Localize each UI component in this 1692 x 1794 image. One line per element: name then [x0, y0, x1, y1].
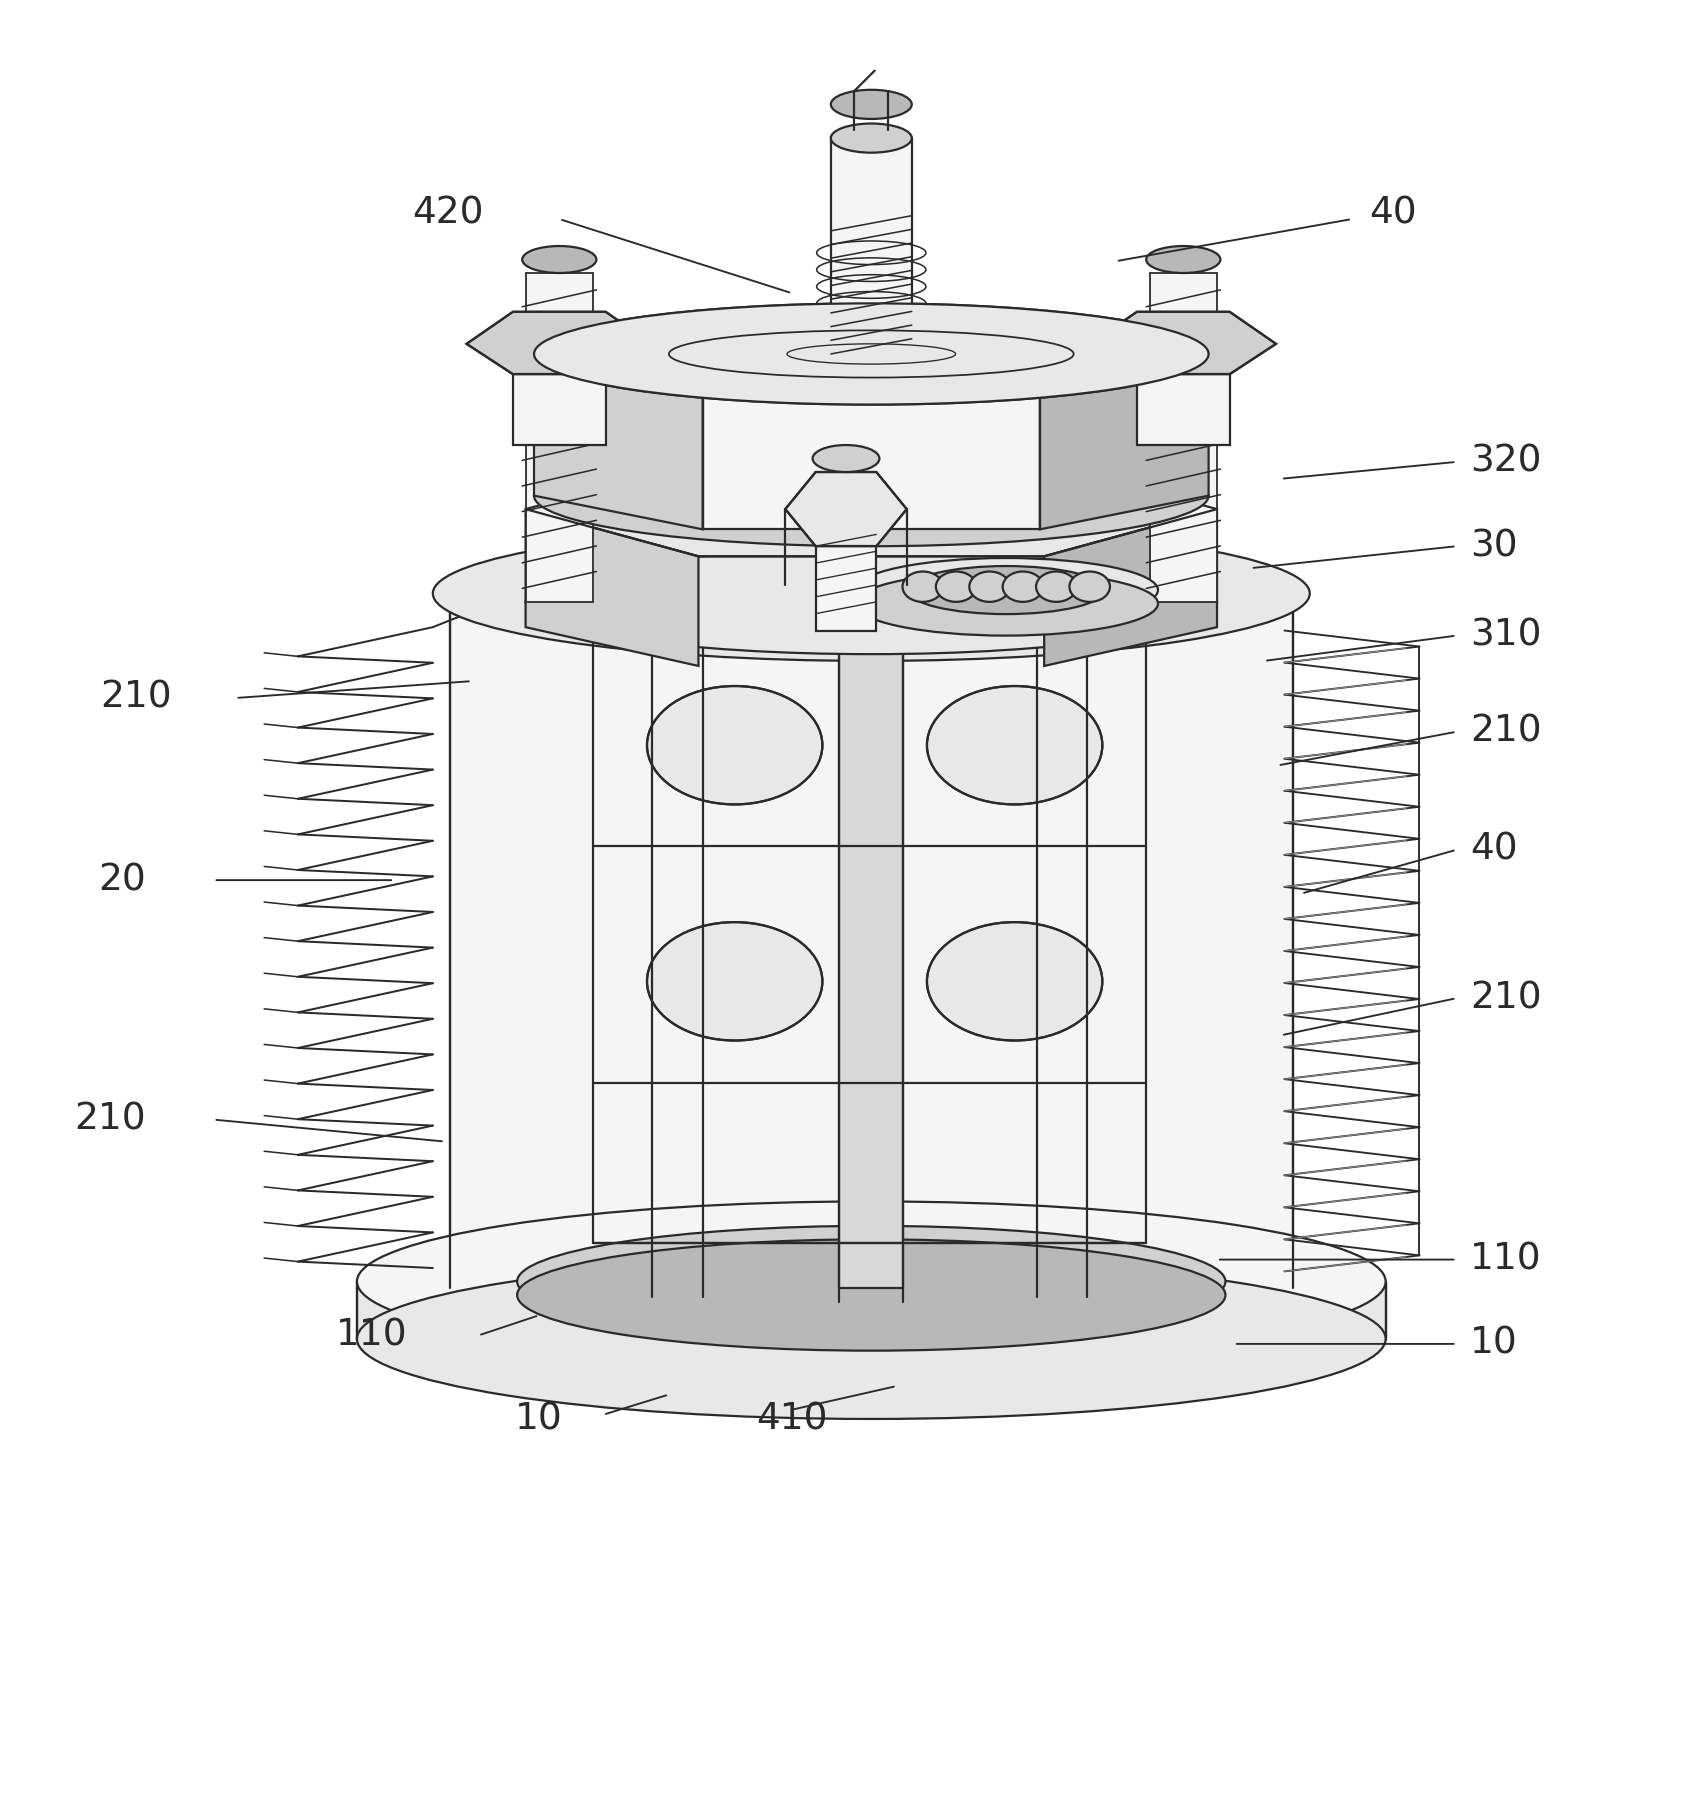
Ellipse shape	[535, 303, 1208, 405]
Text: 420: 420	[411, 196, 484, 231]
Text: 210: 210	[1470, 980, 1541, 1015]
Ellipse shape	[1037, 533, 1088, 553]
Polygon shape	[450, 594, 1293, 1288]
Ellipse shape	[523, 246, 596, 273]
Polygon shape	[526, 509, 699, 666]
Ellipse shape	[799, 327, 944, 364]
Polygon shape	[1149, 273, 1217, 601]
Ellipse shape	[1145, 246, 1220, 273]
Polygon shape	[839, 273, 904, 1288]
Polygon shape	[785, 472, 907, 545]
Text: 40: 40	[1369, 196, 1416, 231]
Polygon shape	[1137, 375, 1230, 445]
Ellipse shape	[927, 685, 1103, 804]
Polygon shape	[1091, 312, 1276, 375]
Ellipse shape	[357, 1202, 1386, 1362]
Ellipse shape	[907, 567, 1105, 614]
Polygon shape	[702, 388, 1041, 529]
Ellipse shape	[535, 303, 1208, 405]
Polygon shape	[1044, 509, 1217, 666]
Text: 210: 210	[74, 1102, 146, 1137]
Ellipse shape	[831, 124, 912, 152]
Ellipse shape	[902, 572, 942, 601]
Ellipse shape	[526, 549, 1217, 655]
Ellipse shape	[799, 344, 944, 380]
Ellipse shape	[1069, 572, 1110, 601]
Ellipse shape	[936, 572, 976, 601]
Ellipse shape	[927, 922, 1103, 1041]
Text: 310: 310	[1470, 617, 1541, 653]
Text: 410: 410	[756, 1401, 827, 1437]
Ellipse shape	[839, 262, 904, 283]
Text: 110: 110	[1470, 1241, 1541, 1277]
Ellipse shape	[535, 445, 1208, 545]
Text: 10: 10	[1470, 1326, 1518, 1362]
Polygon shape	[357, 1281, 1386, 1338]
Text: 320: 320	[1470, 443, 1541, 481]
Ellipse shape	[518, 1225, 1225, 1337]
Ellipse shape	[854, 572, 1157, 635]
Text: 40: 40	[1470, 832, 1518, 868]
Text: 110: 110	[337, 1317, 408, 1353]
Text: 30: 30	[1470, 527, 1518, 565]
Polygon shape	[526, 273, 592, 601]
Polygon shape	[1041, 353, 1208, 529]
Ellipse shape	[646, 685, 822, 804]
Polygon shape	[467, 312, 651, 375]
Ellipse shape	[518, 1240, 1225, 1351]
Ellipse shape	[812, 445, 880, 472]
Ellipse shape	[433, 526, 1310, 660]
Ellipse shape	[646, 922, 822, 1041]
Ellipse shape	[970, 572, 1010, 601]
Ellipse shape	[357, 1259, 1386, 1419]
Ellipse shape	[1036, 572, 1076, 601]
Polygon shape	[513, 375, 606, 445]
Polygon shape	[816, 545, 876, 630]
Polygon shape	[526, 461, 1217, 556]
Text: 20: 20	[98, 863, 146, 899]
Polygon shape	[831, 138, 912, 362]
Text: 210: 210	[100, 680, 171, 716]
Ellipse shape	[1003, 572, 1044, 601]
Text: 210: 210	[1470, 714, 1541, 750]
Polygon shape	[535, 353, 702, 529]
Ellipse shape	[831, 90, 912, 118]
Ellipse shape	[854, 558, 1157, 623]
Text: 10: 10	[514, 1401, 563, 1437]
Ellipse shape	[651, 533, 702, 553]
